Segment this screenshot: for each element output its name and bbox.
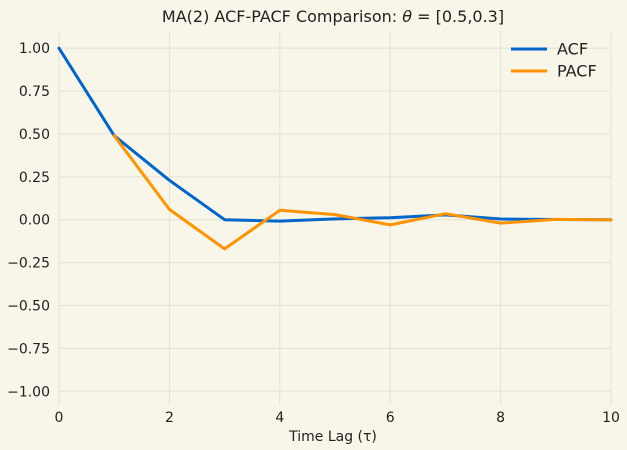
- y-tick-label: 1.00: [19, 41, 50, 57]
- tick-labels: 0 2 4 6 8 10 1.00 0.75 0.50 0.25 0.00 −0.25 −0.50 −0.…: [7, 41, 620, 426]
- y-tick-label: −1.00: [7, 384, 50, 400]
- series-line-pacf: [112, 134, 613, 251]
- x-axis-label: Time Lag (τ): [288, 429, 377, 445]
- y-tick-label: 0.25: [19, 170, 50, 186]
- chart-title: MA(2) ACF-PACF Comparison: θ = [0.5,0.3]: [162, 7, 504, 26]
- x-tick-label: 8: [496, 410, 505, 426]
- x-tick-label: 0: [55, 410, 64, 426]
- x-tick-label: 10: [602, 410, 620, 426]
- y-tick-label: 0.50: [19, 127, 50, 143]
- y-tick-label: 0.00: [19, 213, 50, 229]
- x-tick-label: 4: [275, 410, 284, 426]
- y-tick-label: −0.25: [7, 256, 50, 272]
- y-tick-label: −0.50: [7, 298, 50, 314]
- legend-label-acf: ACF: [557, 40, 588, 59]
- x-tick-label: 6: [386, 410, 395, 426]
- legend-label-pacf: PACF: [557, 62, 597, 81]
- x-tick-label: 2: [165, 410, 174, 426]
- y-tick-label: 0.75: [19, 84, 50, 100]
- legend: ACF PACF: [511, 40, 597, 81]
- y-tick-label: −0.75: [7, 341, 50, 357]
- series-line-acf: [57, 46, 613, 223]
- series-lines: [57, 46, 613, 251]
